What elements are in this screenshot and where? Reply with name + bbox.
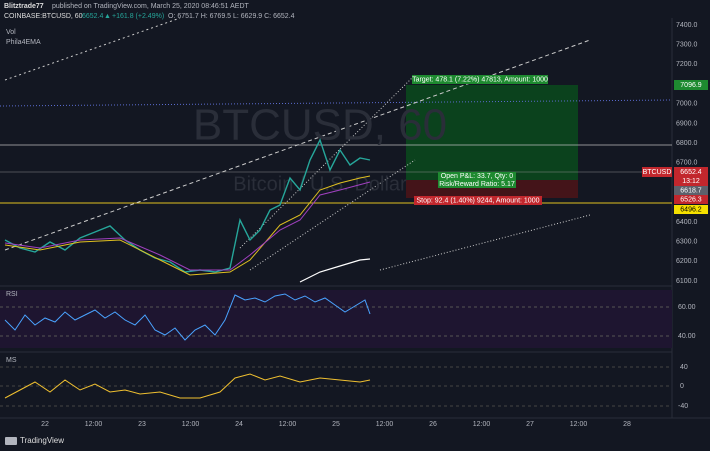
osc-axis: -40 bbox=[678, 403, 688, 410]
rsi-band bbox=[0, 290, 672, 348]
trend-line bbox=[379, 214, 591, 271]
symbol: COINBASE:BTCUSD, 60 bbox=[4, 13, 83, 20]
author: Blitztrade77 bbox=[4, 3, 44, 10]
watermark-symbol: BTCUSD, 60 bbox=[193, 101, 447, 150]
last-price: 6652.4 bbox=[680, 169, 702, 176]
trend-line bbox=[4, 39, 591, 251]
price-tick-label: 7200.0 bbox=[676, 61, 698, 68]
time-tick-label: 12:00 bbox=[570, 421, 588, 428]
price-tick-label: 6100.0 bbox=[676, 278, 698, 285]
entry-price: 6618.7 bbox=[680, 187, 702, 194]
time-tick-label: 27 bbox=[526, 421, 534, 428]
time-tick-label: 12:00 bbox=[376, 421, 394, 428]
oscillator-label: MS bbox=[6, 357, 17, 364]
target-price: 7096.9 bbox=[680, 82, 702, 89]
oscillator-line bbox=[4, 373, 371, 399]
time-tick-label: 12:00 bbox=[473, 421, 491, 428]
ema-line bbox=[4, 181, 371, 271]
time-tick-label: 12:00 bbox=[182, 421, 200, 428]
logo bbox=[5, 437, 17, 445]
target-label: Target: 478.1 (7.22%) 47813, Amount: 100… bbox=[412, 76, 548, 83]
time-tick-label: 12:00 bbox=[85, 421, 103, 428]
price-tick-label: 6200.0 bbox=[676, 258, 698, 265]
stop-price: 6526.3 bbox=[680, 196, 702, 203]
ema-line bbox=[299, 258, 371, 283]
countdown: 13:12 bbox=[682, 178, 700, 185]
ema-price: 6496.2 bbox=[680, 206, 702, 213]
level-line bbox=[0, 99, 673, 107]
symbol-tag bbox=[642, 167, 672, 177]
time-tick-label: 23 bbox=[138, 421, 146, 428]
time-tick-label: 26 bbox=[429, 421, 437, 428]
symbol-label: BTCUSD bbox=[643, 169, 672, 176]
watermark-name: Bitcoin / U.S. Dollar bbox=[233, 173, 407, 195]
last: 6652.4 bbox=[82, 13, 104, 20]
change: +161.8 (+2.49%) bbox=[112, 13, 164, 20]
trend-line bbox=[249, 159, 416, 271]
price-tick-label: 7300.0 bbox=[676, 42, 698, 49]
ohlc: O: 6751.7 H: 6769.5 L: 6629.9 C: 6652.4 bbox=[168, 13, 295, 20]
time-tick-label: 28 bbox=[623, 421, 631, 428]
osc-axis: 0 bbox=[680, 383, 684, 390]
price-tick-label: 7400.0 bbox=[676, 22, 698, 29]
stop-label-box bbox=[414, 196, 542, 205]
price-tick-label: 6700.0 bbox=[676, 160, 698, 167]
rsi-axis: 60.00 bbox=[678, 304, 696, 311]
osc-axis: 40 bbox=[680, 364, 688, 371]
arrow: ▲ bbox=[104, 13, 111, 20]
time-axis: 22 12:00 23 12:00 24 12:00 25 12:00 26 12:00 27 12:… bbox=[41, 421, 631, 428]
rsi-line bbox=[4, 293, 371, 341]
rsi-axis: 40.00 bbox=[678, 333, 696, 340]
price-tick-label: 6800.0 bbox=[676, 140, 698, 147]
stop-label: Stop: 92.4 (1.40%) 9244, Amount: 1000 bbox=[417, 197, 540, 204]
ratio-label: Risk/Reward Ratio: 5.17 bbox=[439, 181, 515, 188]
price-tick-label: 7000.0 bbox=[676, 101, 698, 108]
time-tick-label: 22 bbox=[41, 421, 49, 428]
ema-line bbox=[4, 175, 371, 276]
indicator: Vol bbox=[6, 29, 16, 36]
price-tick-label: 6300.0 bbox=[676, 239, 698, 246]
indicator: Phila4EMA bbox=[6, 39, 41, 46]
price-tick-label: 6400.0 bbox=[676, 219, 698, 226]
price-tag bbox=[674, 205, 708, 214]
price-tag bbox=[674, 186, 708, 195]
pnl-box bbox=[438, 172, 516, 188]
time-tick-label: 25 bbox=[332, 421, 340, 428]
footer: TradingView bbox=[20, 436, 64, 445]
target-label-box bbox=[412, 75, 548, 84]
time-tick-label: 24 bbox=[235, 421, 243, 428]
trend-line bbox=[4, 17, 181, 81]
time-tick-label: 12:00 bbox=[279, 421, 297, 428]
price-tag bbox=[674, 167, 708, 186]
price-tag bbox=[674, 80, 708, 90]
rsi-label: RSI bbox=[6, 291, 18, 298]
published: published on TradingView.com, March 25, … bbox=[52, 3, 249, 10]
pnl-label: Open P&L: 33.7, Qty: 0 bbox=[441, 173, 513, 180]
price-tag bbox=[674, 195, 708, 204]
price-tick-label: 6900.0 bbox=[676, 120, 698, 127]
